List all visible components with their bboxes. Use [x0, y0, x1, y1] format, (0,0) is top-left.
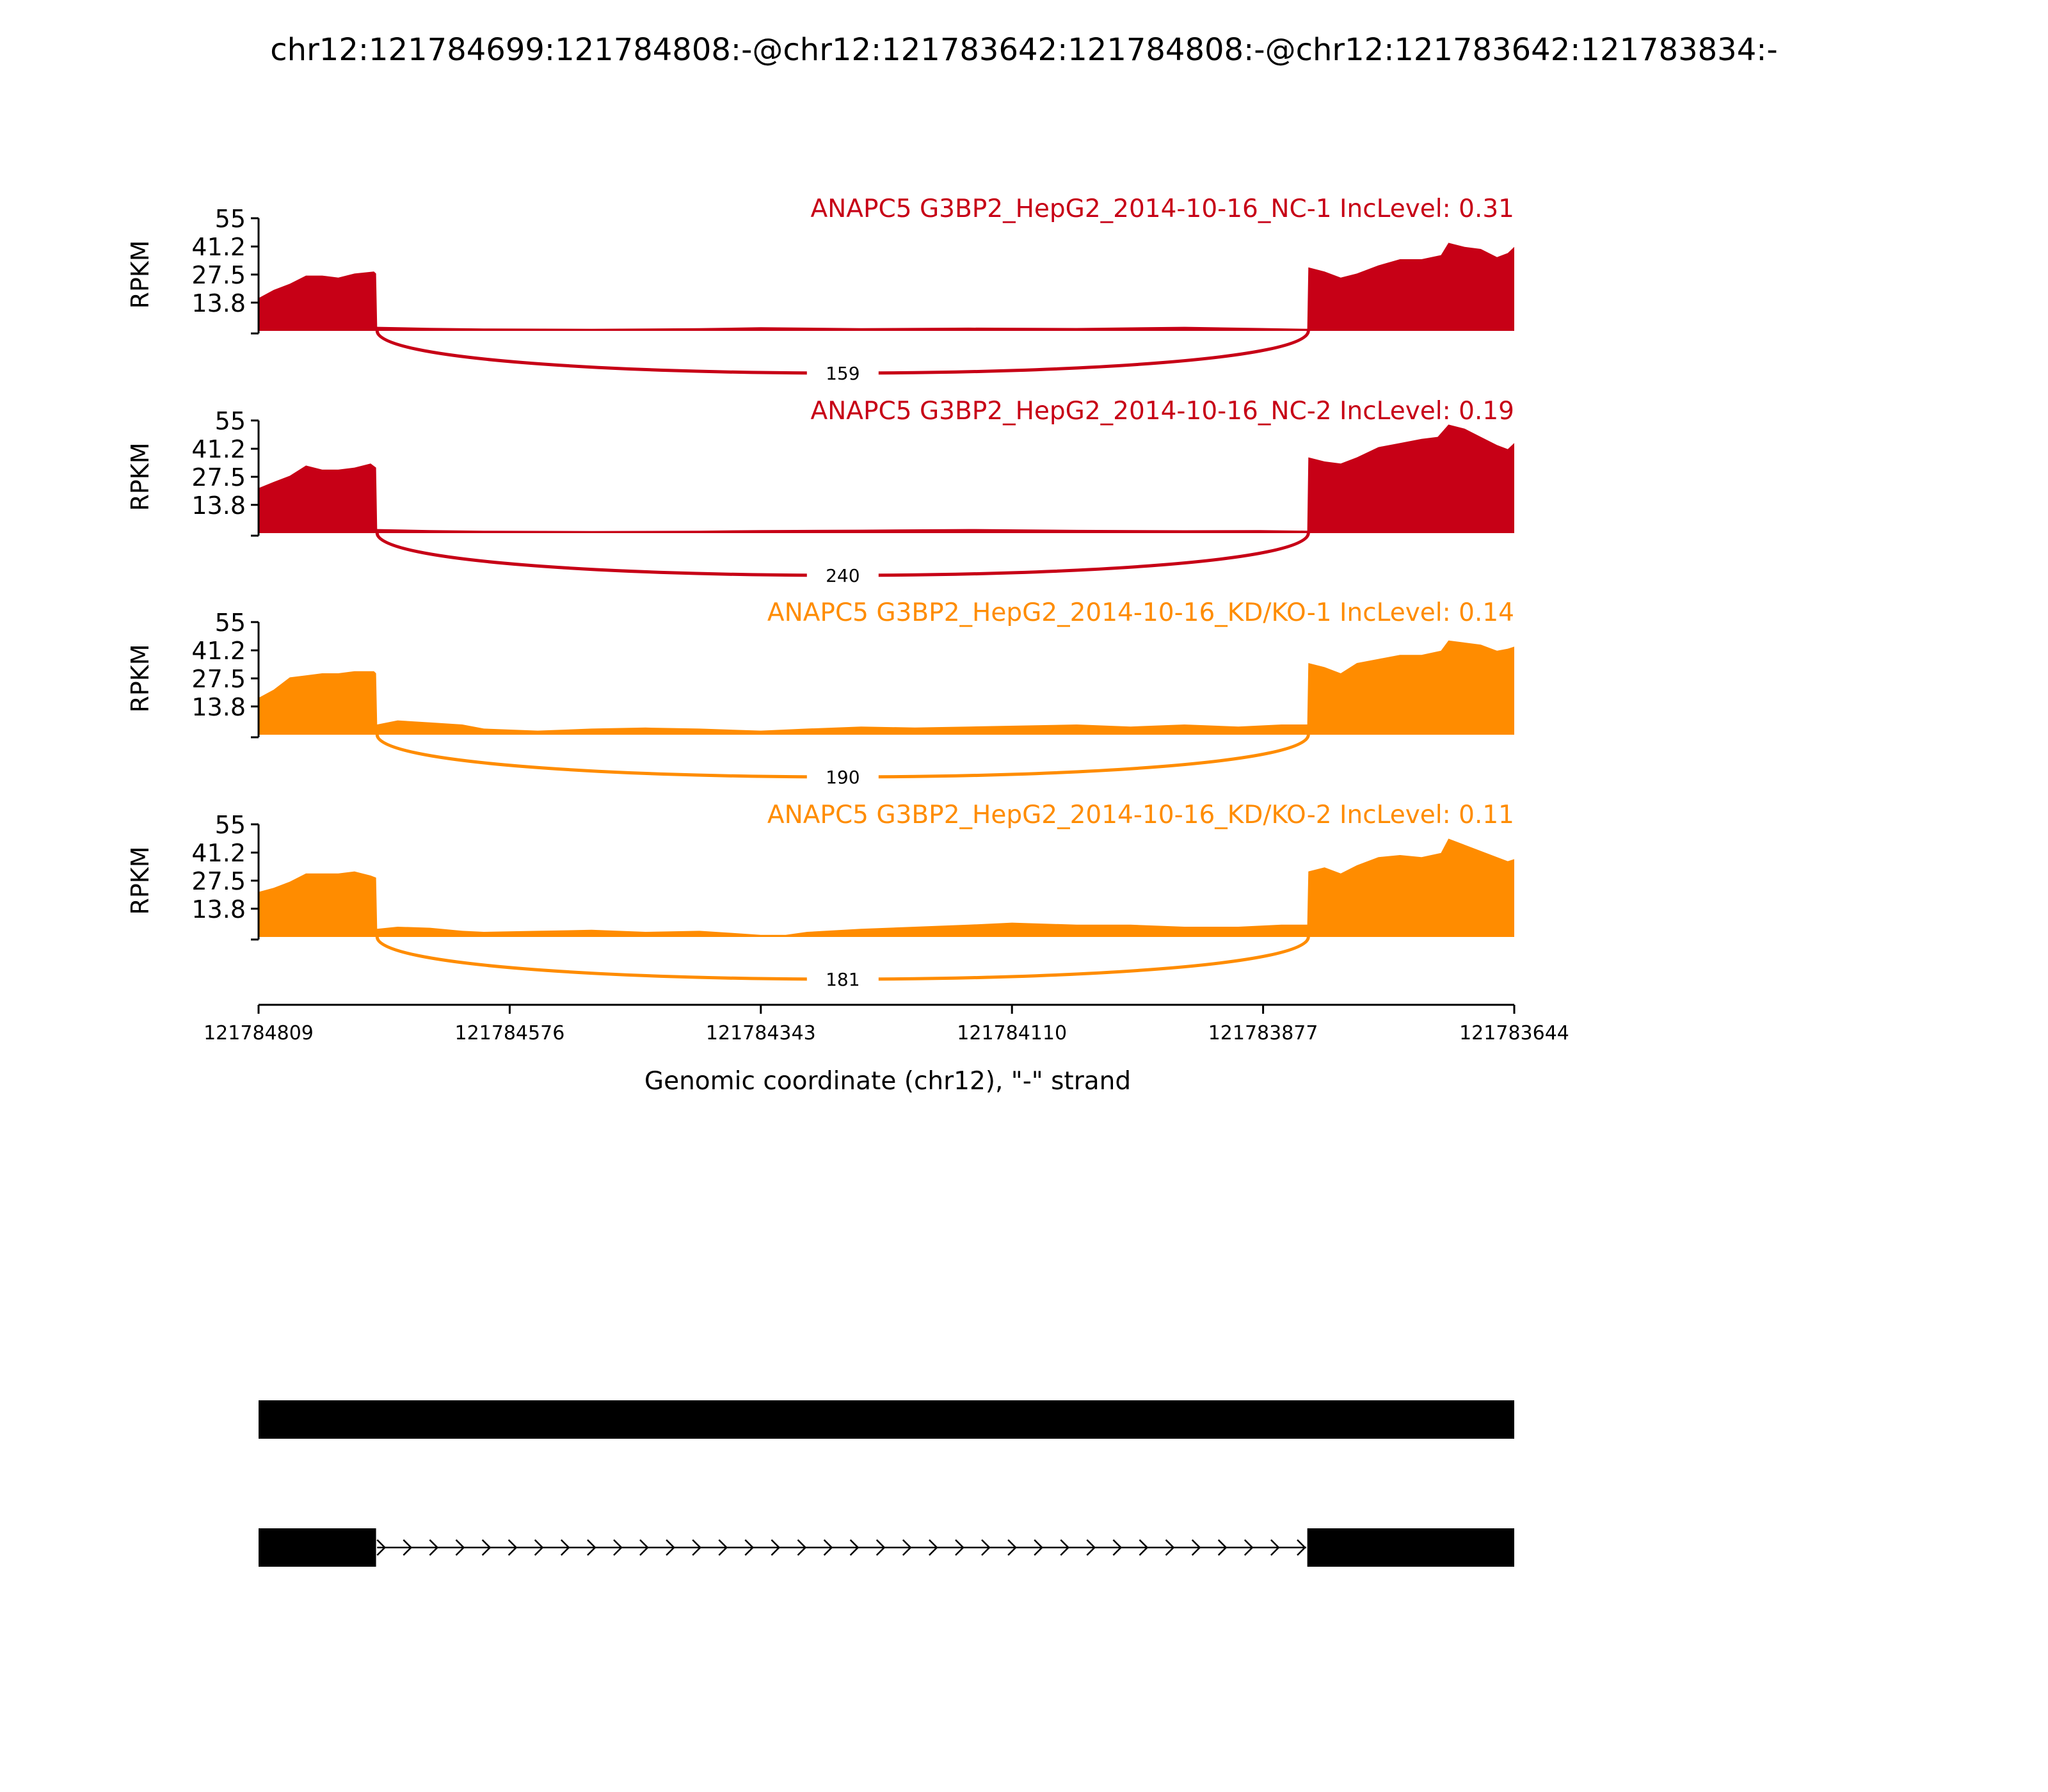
gene-model-1 — [259, 1400, 1514, 1439]
y-tick-label: 55 — [215, 205, 246, 233]
strand-chevron — [403, 1539, 413, 1556]
y-axis-label: RPKM — [126, 846, 154, 915]
strand-chevron — [797, 1539, 807, 1556]
strand-chevron — [929, 1539, 938, 1556]
y-tick-label: 41.2 — [191, 839, 246, 867]
junction-label-bg — [806, 561, 879, 589]
strand-chevron — [666, 1539, 675, 1556]
track-label: ANAPC5 G3BP2_HepG2_2014-10-16_KD/KO-2 In… — [767, 801, 1514, 829]
strand-chevron — [639, 1539, 649, 1556]
strand-chevron — [1191, 1539, 1201, 1556]
y-tick-label: 27.5 — [191, 665, 246, 693]
coverage-area — [259, 640, 1514, 735]
y-tick-label: 13.8 — [191, 492, 246, 520]
y-axis-label: RPKM — [126, 644, 154, 712]
y-tick-label: 13.8 — [191, 289, 246, 317]
coverage-area — [259, 424, 1514, 533]
y-tick-label: 41.2 — [191, 233, 246, 261]
strand-chevron — [771, 1539, 781, 1556]
junction-count-label: 159 — [826, 363, 860, 384]
y-tick-label: 13.8 — [191, 895, 246, 924]
strand-chevron — [744, 1539, 755, 1556]
y-axis-label: RPKM — [126, 240, 154, 308]
strand-chevron — [376, 1539, 387, 1556]
x-tick-label: 121783877 — [1208, 1022, 1318, 1044]
strand-chevron — [718, 1539, 728, 1556]
x-axis-label: Genomic coordinate (chr12), "-" strand — [644, 1067, 1131, 1096]
y-tick-label: 27.5 — [191, 463, 246, 492]
junction-count-label: 181 — [826, 969, 860, 990]
strand-chevron — [613, 1539, 623, 1556]
strand-chevron — [560, 1539, 570, 1556]
strand-chevron — [1165, 1539, 1175, 1556]
strand-chevron — [876, 1539, 886, 1556]
strand-chevron — [902, 1539, 912, 1556]
y-tick-label: 41.2 — [191, 435, 246, 463]
exon-block — [259, 1528, 376, 1567]
x-tick-label: 121783644 — [1459, 1022, 1569, 1044]
strand-chevron — [481, 1539, 492, 1556]
coverage-area — [259, 243, 1514, 331]
junction-count-label: 240 — [826, 565, 860, 586]
junction-count-label: 190 — [826, 767, 860, 788]
y-tick-label: 55 — [215, 811, 246, 839]
strand-chevron — [508, 1539, 518, 1556]
x-axis: 121784809 121784576 121784343 121784110 1217… — [204, 1004, 1569, 1096]
strand-chevron — [1270, 1539, 1280, 1556]
strand-chevron — [1244, 1539, 1254, 1556]
x-tick-label: 121784110 — [957, 1022, 1067, 1044]
y-tick-label: 41.2 — [191, 637, 246, 665]
strand-chevron — [692, 1539, 701, 1556]
exon-block — [1307, 1528, 1514, 1567]
y-tick-label: 55 — [215, 609, 246, 637]
strand-chevron — [1297, 1539, 1306, 1556]
x-tick-label: 121784809 — [204, 1022, 314, 1044]
track-label: ANAPC5 G3BP2_HepG2_2014-10-16_NC-1 IncLe… — [810, 195, 1514, 223]
strand-chevron — [1086, 1539, 1096, 1556]
track-label: ANAPC5 G3BP2_HepG2_2014-10-16_KD/KO-1 In… — [767, 598, 1514, 627]
strand-chevron — [1007, 1539, 1017, 1556]
strand-chevron — [1060, 1539, 1070, 1556]
strand-chevron — [429, 1539, 439, 1556]
y-tick-label: 55 — [215, 407, 246, 435]
figure-title: chr12:121784699:121784808:-@chr12:121783… — [270, 32, 1778, 68]
x-tick-label: 121784576 — [455, 1022, 565, 1044]
strand-chevron — [1217, 1539, 1228, 1556]
coverage-area — [259, 838, 1514, 937]
strand-chevron — [1034, 1539, 1043, 1556]
strand-chevron — [455, 1539, 465, 1556]
junction-label-bg — [806, 965, 879, 993]
strand-chevron — [534, 1539, 544, 1556]
y-axis-label: RPKM — [126, 442, 154, 511]
y-tick-label: 27.5 — [191, 261, 246, 289]
gene-model-2 — [259, 1528, 1514, 1567]
strand-chevron — [1139, 1539, 1149, 1556]
strand-chevron — [981, 1539, 991, 1556]
strand-chevron — [955, 1539, 964, 1556]
y-tick-label: 13.8 — [191, 693, 246, 721]
strand-chevron — [823, 1539, 833, 1556]
strand-chevron — [587, 1539, 596, 1556]
gene-models — [259, 1400, 1514, 1567]
strand-chevron — [849, 1539, 860, 1556]
junction-label-bg — [806, 359, 879, 387]
track-label: ANAPC5 G3BP2_HepG2_2014-10-16_NC-2 IncLe… — [810, 397, 1514, 426]
strand-chevron — [1112, 1539, 1123, 1556]
exon-block — [259, 1400, 1514, 1439]
x-tick-label: 121784343 — [706, 1022, 816, 1044]
y-tick-label: 27.5 — [191, 867, 246, 895]
junction-label-bg — [806, 763, 879, 791]
